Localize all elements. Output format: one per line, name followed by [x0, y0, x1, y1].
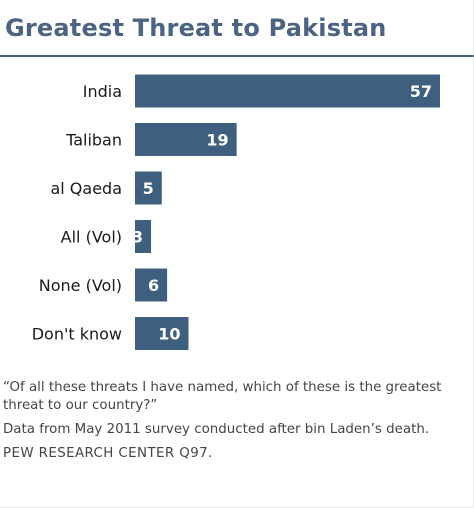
survey-note: Data from May 2011 survey conducted afte…: [3, 422, 430, 437]
value-label: 6: [148, 276, 159, 295]
value-label: 57: [410, 82, 432, 101]
category-label: Don't know: [32, 325, 122, 344]
category-label: al Qaeda: [50, 179, 122, 198]
category-label: All (Vol): [61, 228, 122, 247]
value-label: 19: [206, 131, 228, 150]
bar-chart: India 57 Taliban 19 al Qaeda 5 All (Vol) 3 None …: [32, 74, 440, 350]
value-label: 3: [132, 228, 143, 247]
category-label: None (Vol): [39, 276, 122, 295]
chart-notes: “Of all these threats I have named, whic…: [3, 379, 469, 463]
bar: [135, 220, 152, 253]
bar: [135, 317, 189, 350]
bar: [135, 123, 237, 156]
category-label: Taliban: [65, 131, 122, 150]
value-label: 5: [143, 179, 154, 198]
title-divider: [0, 55, 474, 57]
value-label: 10: [158, 325, 180, 344]
bar: [135, 171, 162, 205]
bar: [135, 74, 440, 108]
chart-title: Greatest Threat to Pakistan: [5, 14, 387, 42]
category-label: India: [83, 82, 122, 101]
source-credit: PEW RESEARCH CENTER Q97.: [3, 446, 213, 461]
question-text: “Of all these threats I have named, whic…: [3, 380, 442, 413]
bar: [135, 268, 168, 302]
